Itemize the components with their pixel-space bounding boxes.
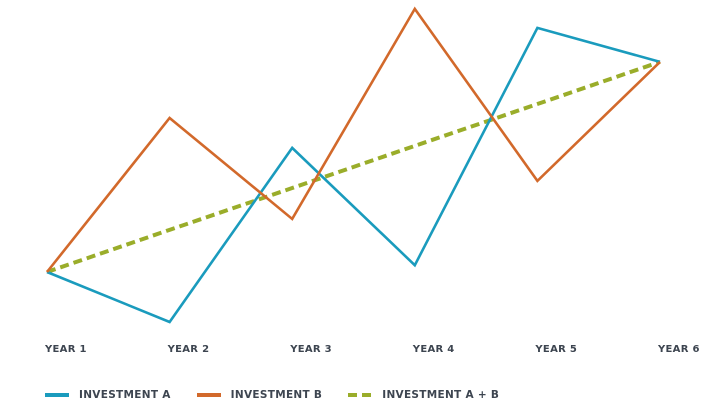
x-tick-label: YEAR 5 bbox=[534, 344, 577, 355]
legend-swatch-investment-a bbox=[45, 393, 69, 397]
legend-item-investment-a-plus-b: INVESTMENT A + B bbox=[348, 389, 499, 401]
legend-swatch-investment-a-plus-b bbox=[348, 393, 372, 397]
legend-label: INVESTMENT A + B bbox=[382, 389, 500, 401]
x-tick-label: YEAR 3 bbox=[289, 344, 332, 355]
x-tick-label: YEAR 2 bbox=[167, 344, 210, 355]
series-line-investment-a-b bbox=[46, 59, 661, 274]
x-tick-label: YEAR 6 bbox=[657, 344, 700, 355]
x-tick-label: YEAR 1 bbox=[44, 344, 87, 355]
legend-label: INVESTMENT B bbox=[230, 389, 323, 401]
series-line-investment-b bbox=[45, 6, 661, 273]
legend-item-investment-a: INVESTMENT A bbox=[45, 389, 171, 401]
series-line-investment-a bbox=[46, 26, 661, 324]
legend-swatch-investment-b bbox=[196, 393, 221, 397]
legend-item-investment-b: INVESTMENT B bbox=[196, 389, 323, 401]
legend-label: INVESTMENT A bbox=[79, 389, 171, 401]
x-tick-label: YEAR 4 bbox=[412, 344, 455, 355]
legend: INVESTMENT A INVESTMENT B INVESTMENT A +… bbox=[45, 389, 525, 401]
